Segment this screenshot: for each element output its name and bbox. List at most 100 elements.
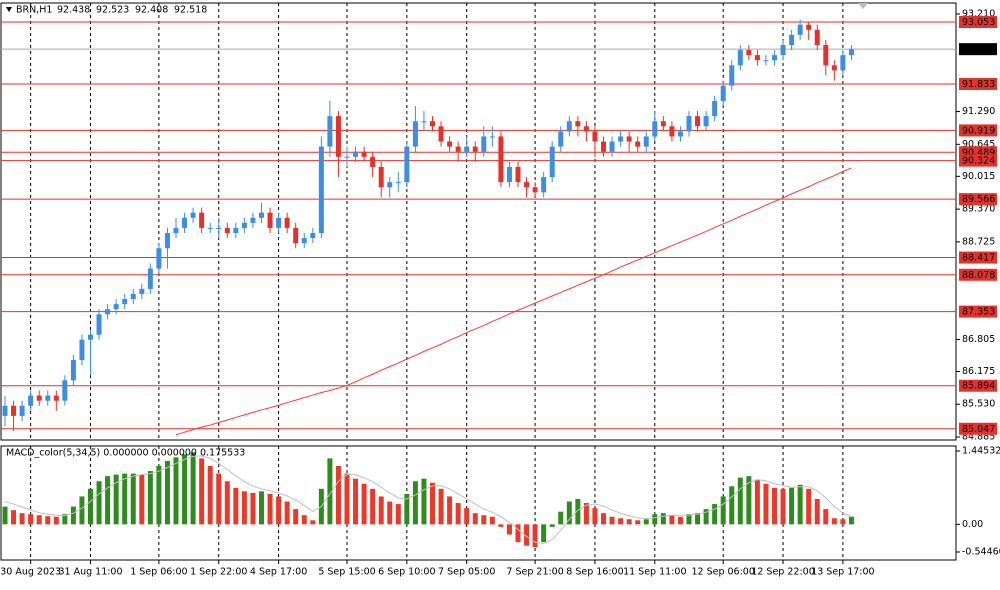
candle-body [199, 212, 205, 228]
y-tick-label: 89.370 [962, 204, 995, 215]
candle-body [601, 141, 606, 152]
histogram-bar [19, 513, 25, 525]
x-tick-label: 6 Sep 10:00 [378, 567, 435, 578]
histogram-bar [806, 488, 812, 525]
histogram-bar [754, 479, 760, 525]
histogram-bar [216, 473, 222, 525]
histogram-bar [2, 506, 8, 525]
candle-body [344, 156, 350, 158]
candle-body [789, 34, 795, 45]
histogram-bar [703, 509, 709, 525]
candle-body [318, 146, 324, 233]
histogram-bar [524, 524, 530, 546]
histogram-bar [301, 515, 307, 525]
y-tick-label: 90.645 [962, 139, 995, 150]
level-label-bg [959, 154, 997, 167]
histogram-bar [840, 519, 846, 525]
y-tick-label: 86.175 [962, 366, 995, 377]
candle-body [626, 136, 632, 142]
histogram-bar [566, 501, 572, 525]
x-tick-label: 7 Sep 21:00 [506, 567, 563, 578]
candle-body [746, 50, 752, 56]
macd-title: MACD_color(5,34,5) 0.000000 0.000000 0.1… [6, 448, 245, 459]
x-tick-label: 12 Sep 22:00 [751, 567, 814, 578]
histogram-bar [378, 496, 384, 525]
candle-body [720, 85, 726, 101]
candle-body [182, 217, 188, 228]
level-label: 93.053 [962, 17, 995, 28]
level-label: 87.353 [962, 307, 995, 318]
candle-body [532, 187, 538, 193]
candle-body [62, 380, 68, 401]
candle-body [139, 288, 145, 294]
candle-body [412, 121, 418, 147]
y-tick-label: 0.00 [962, 519, 983, 530]
candle-body [301, 238, 307, 244]
candle-body [549, 146, 555, 178]
candle-body [224, 227, 230, 233]
candle-body [515, 166, 521, 183]
candle-body [11, 405, 17, 416]
level-label-bg [959, 193, 997, 206]
histogram-bar [284, 501, 290, 525]
histogram-bar [370, 488, 376, 525]
candle-body [455, 146, 461, 152]
menu-arrow[interactable] [6, 7, 12, 12]
histogram-bar [207, 465, 213, 525]
histogram-bar [763, 483, 769, 525]
histogram-bar [276, 496, 282, 525]
histogram-bar [549, 524, 555, 527]
candle-body [190, 212, 196, 218]
candle-body [831, 65, 837, 71]
histogram-bar [712, 504, 718, 525]
main-panel [0, 2, 957, 441]
histogram-bar [729, 486, 735, 525]
histogram-bar [241, 491, 247, 525]
histogram-bar [814, 498, 820, 525]
candle-body [524, 182, 530, 188]
histogram-bar [797, 484, 803, 525]
candle-body [241, 222, 247, 228]
candle-body [19, 405, 25, 416]
histogram-bar [310, 520, 316, 525]
histogram-bar [156, 465, 162, 525]
level-label: 85.894 [962, 381, 995, 392]
histogram-bar [79, 496, 85, 525]
histogram-bar [618, 518, 624, 525]
x-tick-label: 7 Sep 05:00 [438, 567, 495, 578]
histogram-bar [823, 509, 829, 525]
histogram-bar [455, 503, 461, 525]
histogram-bar [677, 516, 683, 525]
candle-body [823, 44, 829, 66]
candle-body [712, 100, 718, 117]
candle-body [404, 146, 410, 183]
histogram-bar [267, 493, 273, 525]
candle-body [686, 116, 692, 132]
histogram-bar [464, 508, 470, 525]
histogram-bar [88, 488, 93, 525]
histogram-bar [430, 482, 435, 525]
candle-body [506, 166, 512, 183]
candle-body [763, 60, 769, 62]
histogram-bar [789, 487, 795, 525]
histogram-bar [53, 516, 59, 525]
histogram-bar [147, 471, 153, 525]
candle-body [164, 232, 170, 249]
histogram-bar [327, 458, 333, 525]
histogram-bar [515, 524, 521, 543]
histogram-bar [293, 509, 299, 525]
level-label-bg [959, 15, 997, 28]
candle-body [780, 44, 786, 56]
candle-body [575, 121, 581, 127]
histogram-bar [164, 460, 170, 525]
y-tick-label: 85.530 [962, 399, 995, 410]
histogram-bar [601, 513, 606, 525]
y-tick-label: 1.445325 [962, 446, 1000, 457]
candle-body [814, 29, 820, 45]
x-tick-label: 12 Sep 06:00 [691, 567, 754, 578]
histogram-bar [45, 516, 51, 525]
level-label: 90.324 [962, 156, 995, 167]
histogram-bar [848, 516, 854, 525]
histogram-bar [105, 476, 111, 525]
